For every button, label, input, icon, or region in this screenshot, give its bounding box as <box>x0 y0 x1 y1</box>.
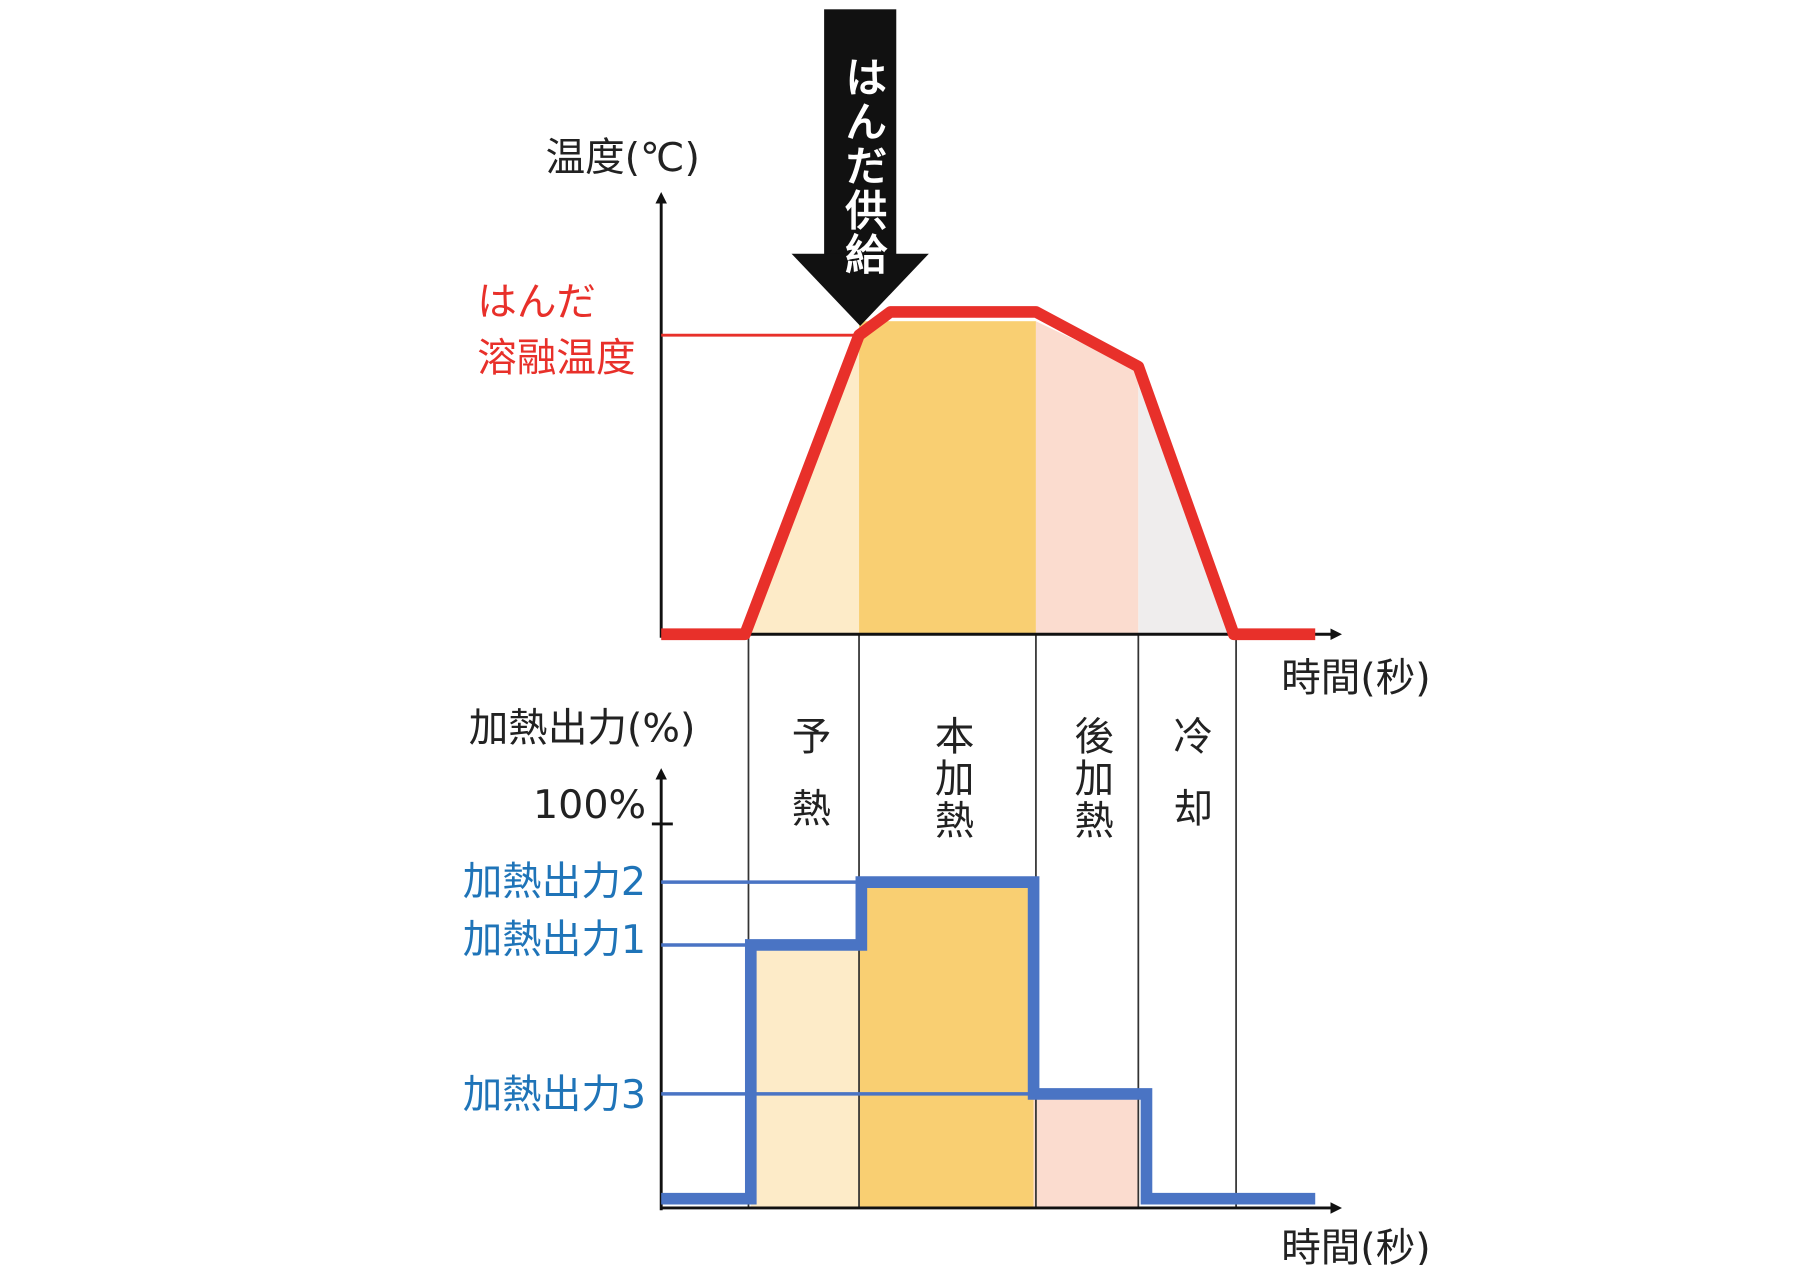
arrow-label: はんだ供給 <box>839 56 888 277</box>
x-label-bottom: 時間(秒) <box>1281 1226 1431 1265</box>
phase-label: 本加熱 <box>928 716 974 842</box>
level-label: 加熱出力3 <box>463 1072 646 1118</box>
level-label: 加熱出力1 <box>463 917 646 963</box>
heating-output-profile <box>661 876 1316 1205</box>
temperature-profile <box>661 306 1316 641</box>
y-label-bottom: 加熱出力(%) <box>469 705 696 751</box>
phase-label: 後加熱 <box>1068 716 1114 842</box>
level-lines <box>661 880 1034 1096</box>
melt-label-2: 溶融温度 <box>477 335 635 381</box>
preheat-fill-bottom <box>750 944 860 1208</box>
max-label: 100% <box>533 782 646 828</box>
main-heat-fill <box>859 321 1036 635</box>
supply-arrow-head <box>791 253 929 326</box>
supply-arrow-body <box>824 9 897 257</box>
melt-label-1: はんだ <box>477 279 596 325</box>
level-label: 加熱出力2 <box>463 859 646 905</box>
main-heat-fill-bottom <box>859 884 1034 1208</box>
post-heat-fill <box>1035 321 1139 635</box>
post-heat-fill-bottom <box>1033 1093 1139 1208</box>
x-label-top: 時間(秒) <box>1281 655 1431 701</box>
phase-label: 予熱 <box>785 716 831 860</box>
phase-label: 冷却 <box>1167 716 1213 860</box>
y-label-top: 温度(℃) <box>546 135 700 181</box>
